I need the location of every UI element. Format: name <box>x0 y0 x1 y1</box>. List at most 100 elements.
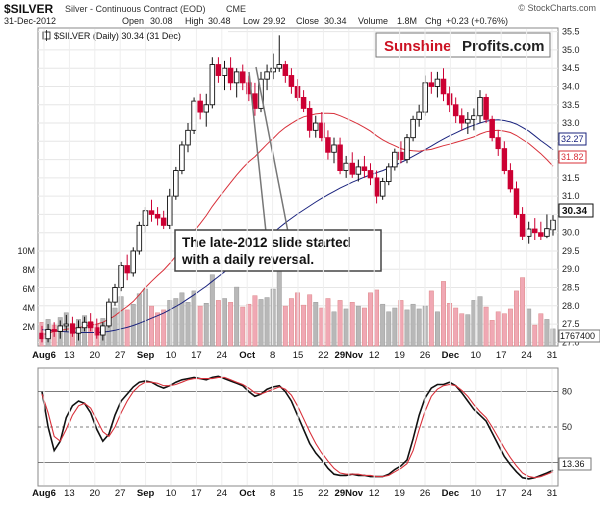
candle-body <box>179 144 185 172</box>
date-tick-label: 24 <box>521 488 532 499</box>
candle-body <box>325 137 331 153</box>
candle-body <box>124 265 130 274</box>
volume-bar <box>380 303 386 347</box>
annotation-line-1: The late-2012 slide started <box>182 235 351 250</box>
candle-body <box>227 67 234 84</box>
candle-body <box>440 78 447 95</box>
price-tick-label: 28.0 <box>562 301 580 311</box>
date-tick-label: Dec <box>442 488 459 499</box>
volume-bar <box>349 302 355 347</box>
volume-bar <box>264 297 270 347</box>
volume-tick-label: 4M <box>22 303 35 313</box>
date-tick-label: Aug6 <box>32 350 56 361</box>
logo-box <box>375 32 551 58</box>
volume-tick-label: 2M <box>22 322 35 332</box>
candle-body <box>410 118 416 139</box>
date-tick-label: Aug6 <box>32 488 56 499</box>
close-value: 30.34 <box>324 16 347 26</box>
price-tick-label: 35.0 <box>562 45 580 55</box>
volume-bar <box>246 303 252 347</box>
volume-bar <box>167 300 173 347</box>
volume-bar <box>215 300 221 347</box>
volume-bar <box>313 302 319 347</box>
volume-bar <box>337 300 343 347</box>
legend-background <box>40 29 228 41</box>
candle-body <box>465 118 471 124</box>
high-label: High <box>185 16 204 26</box>
volume-bar <box>410 303 416 347</box>
oscillator-badge <box>558 457 592 471</box>
symbol-title: $SILVER <box>4 2 53 16</box>
volume-bar <box>270 288 276 347</box>
candle-body <box>45 329 51 340</box>
volume-bar <box>149 305 154 347</box>
price-axis: 27.027.528.028.529.029.530.030.531.031.5… <box>562 27 580 348</box>
volume-bar <box>368 292 373 347</box>
volume-bar <box>392 307 398 347</box>
price-tick-label: 29.5 <box>562 246 580 256</box>
oscillator-tick-label: 80 <box>562 387 572 397</box>
date-tick-label: 8 <box>270 488 275 499</box>
candle-body <box>69 323 76 334</box>
price-tick-label: 34.5 <box>562 63 580 73</box>
candle-body <box>197 100 203 113</box>
candle-body <box>154 213 161 219</box>
volume-bar <box>532 324 538 347</box>
volume-bar <box>495 311 501 347</box>
price-tick-label: 34.0 <box>562 81 580 91</box>
volume-bar <box>258 299 264 347</box>
candle-body <box>398 151 404 161</box>
quote-date: 31-Dec-2012 <box>4 16 56 26</box>
volume-bar <box>441 281 446 347</box>
candle-body <box>203 104 209 113</box>
volume-bar <box>331 311 337 347</box>
candle-body <box>75 327 82 334</box>
candle-body <box>373 177 380 197</box>
volume-bar <box>514 290 519 347</box>
candle-body <box>507 170 514 190</box>
candle-body <box>160 217 167 226</box>
low-value: 29.92 <box>263 16 286 26</box>
volume-bar <box>240 306 246 347</box>
open-value: 30.08 <box>150 16 173 26</box>
volume-bar <box>307 294 313 347</box>
volume-bar <box>386 311 392 347</box>
candle-body <box>319 122 325 139</box>
last-price-badge-text: 30.34 <box>562 206 587 217</box>
volume-bar <box>282 305 288 347</box>
volume-badge <box>558 329 600 343</box>
volume-tick-label: 8M <box>22 265 35 275</box>
ma-long-badge <box>558 132 587 146</box>
annotation-box <box>174 229 382 272</box>
volume-bar <box>453 307 459 347</box>
candle-body <box>221 67 228 76</box>
date-tick-label: 29Nov <box>335 350 364 361</box>
date-tick-label: 10 <box>166 488 177 499</box>
date-tick-label: 26 <box>420 488 431 499</box>
candle-body <box>173 170 179 197</box>
volume-bar <box>507 308 513 347</box>
date-tick-label: 22 <box>318 350 329 361</box>
price-tick-label: 27.5 <box>562 319 580 329</box>
oscillator-tick-label: 50 <box>562 422 572 432</box>
candle-body <box>270 67 276 73</box>
date-tick-label: 24 <box>217 488 228 499</box>
candle-body <box>483 96 489 120</box>
volume-tick-label: 6M <box>22 284 35 294</box>
volume-bar <box>477 296 483 347</box>
candle-body <box>367 170 374 179</box>
candle-body <box>446 93 453 106</box>
candle-body <box>185 129 191 146</box>
date-tick-label: 8 <box>270 350 275 361</box>
volume-bar <box>398 300 404 347</box>
date-tick-label: 13 <box>64 488 75 499</box>
candle-body <box>233 71 240 84</box>
oscillator-date-axis: Aug6 13 20 27 Sep 10 17 24 Oct 8 15 22 29Nov 12 19 26 De… <box>32 369 557 499</box>
ma-short-badge <box>558 150 587 164</box>
volume-bar <box>301 304 307 347</box>
price-tick-label: 31.5 <box>562 173 580 183</box>
candle-body <box>489 118 495 139</box>
volume-value: 1.8M <box>397 16 417 26</box>
volume-bar <box>489 320 495 347</box>
candle-body <box>209 64 216 106</box>
